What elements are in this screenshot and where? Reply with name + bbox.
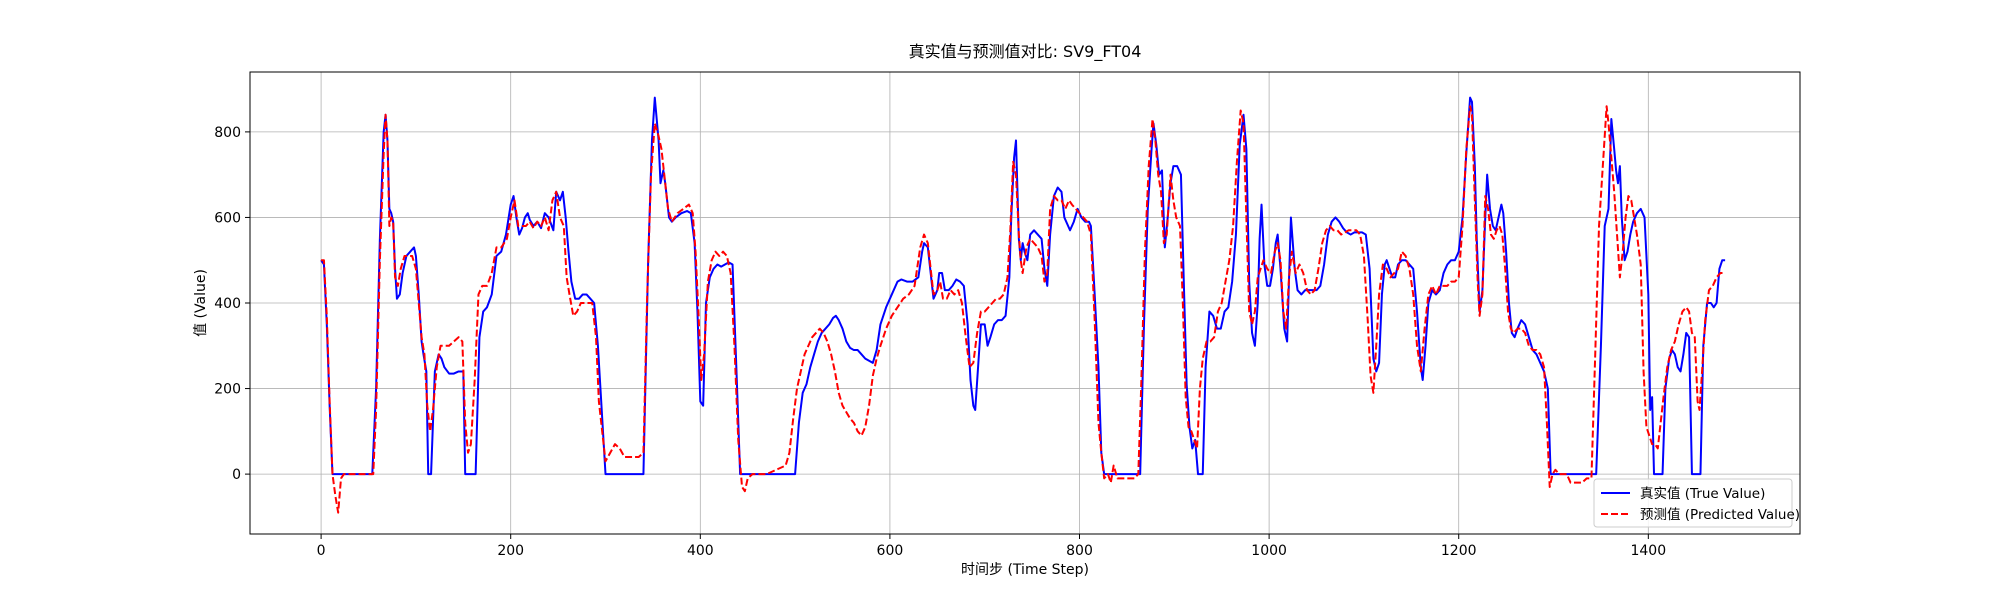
chart-title: 真实值与预测值对比: SV9_FT04 [909, 42, 1142, 62]
x-tick-label: 1000 [1251, 543, 1287, 559]
ticks: 0 200 400 600 800 1000 1200 1400 0 200 400 600 800 [214, 125, 1666, 559]
legend-label-true: 真实值 (True Value) [1640, 486, 1765, 502]
x-tick-label: 200 [497, 543, 524, 559]
y-tick-label: 0 [232, 467, 241, 483]
legend-box [1593, 478, 1793, 528]
y-tick-label: 800 [214, 125, 241, 141]
legend-label-predicted: 预测值 (Predicted Value) [1640, 507, 1800, 523]
x-tick-label: 400 [687, 543, 714, 559]
x-tick-label: 0 [317, 543, 326, 559]
series-line-true [320, 96, 1726, 476]
x-tick-label: 800 [1066, 543, 1093, 559]
x-tick-label: 1200 [1441, 543, 1477, 559]
series-layer [320, 96, 1726, 514]
legend: 真实值 (True Value) 预测值 (Predicted Value) [1593, 478, 1800, 528]
y-tick-label: 600 [214, 210, 241, 226]
y-axis-label: 值 (Value) [193, 269, 209, 337]
x-axis-label: 时间步 (Time Step) [961, 562, 1089, 578]
y-tick-label: 200 [214, 382, 241, 398]
y-tick-label: 400 [214, 296, 241, 312]
x-tick-label: 600 [877, 543, 904, 559]
x-tick-label: 1400 [1630, 543, 1666, 559]
series-line-predicted [321, 105, 1724, 514]
